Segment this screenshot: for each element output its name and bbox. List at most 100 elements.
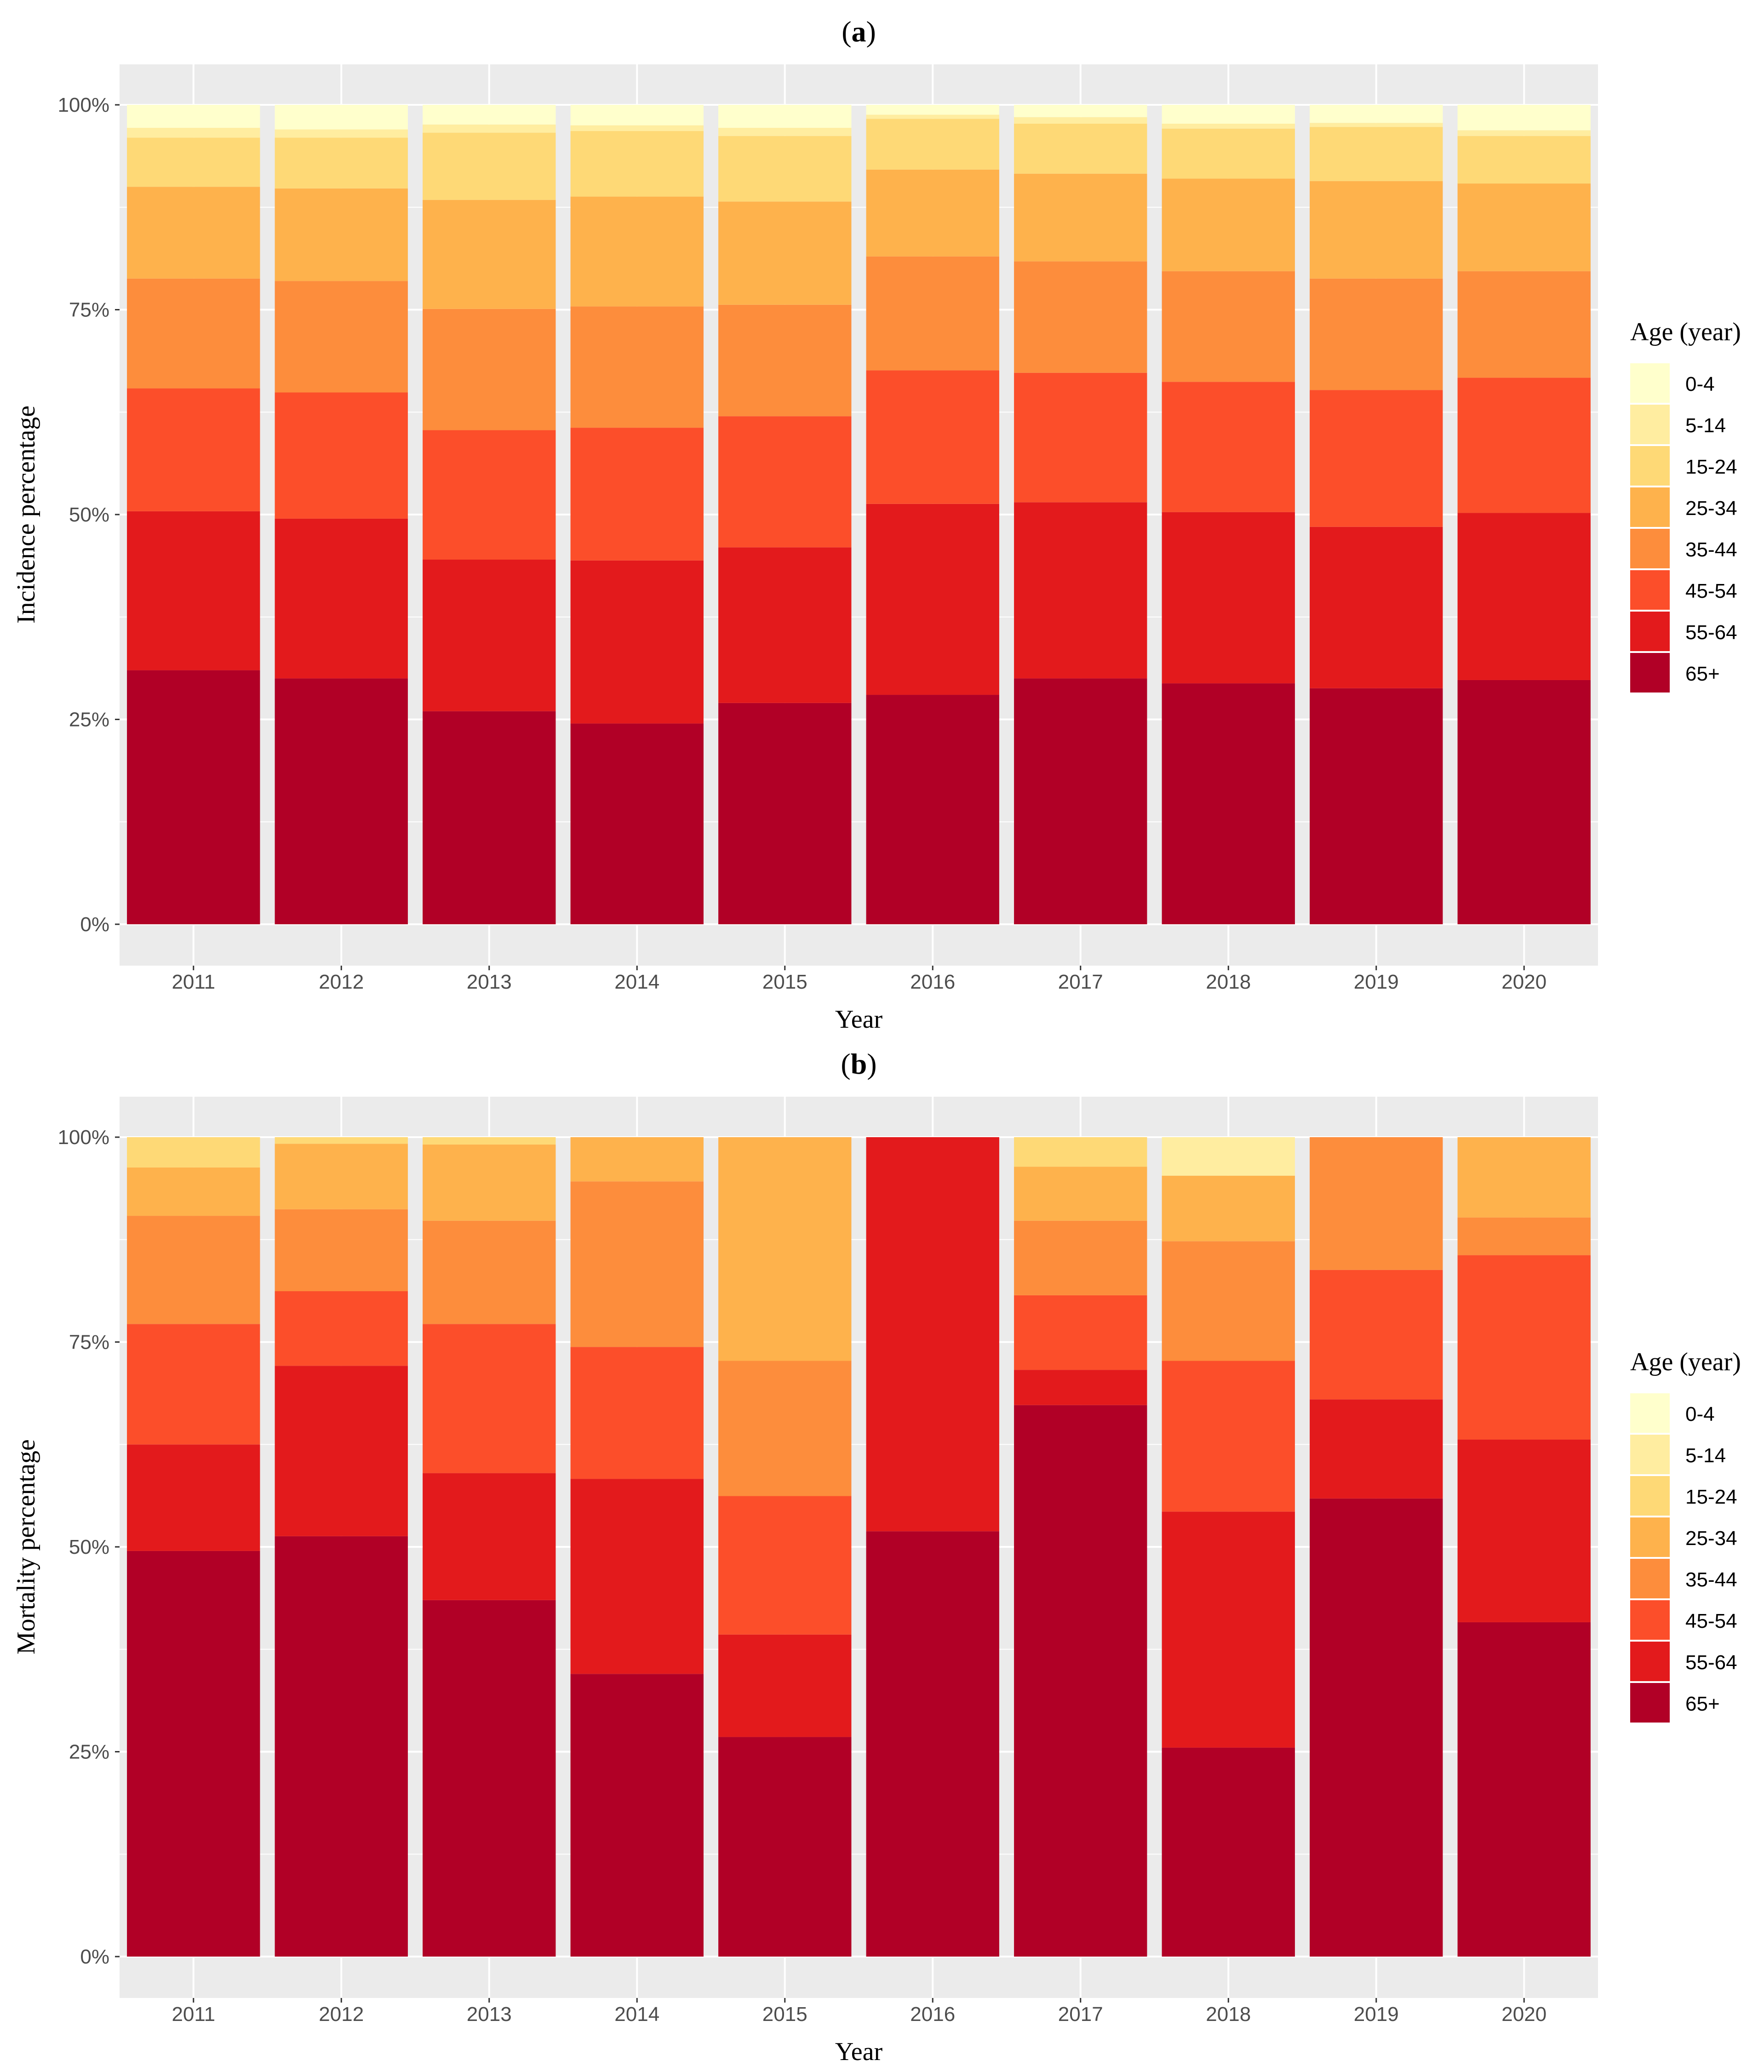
bar-segment	[570, 1674, 704, 1957]
bar-segment	[718, 1634, 852, 1737]
bar-segment	[1457, 1622, 1591, 1957]
bar-segment	[127, 137, 260, 187]
bar-segment	[127, 105, 260, 128]
bar-segment	[866, 695, 999, 924]
legend-key	[1630, 446, 1670, 486]
legend-key	[1630, 529, 1670, 568]
y-tick-label: 50%	[69, 504, 109, 526]
bar-segment	[866, 370, 999, 504]
bar-segment	[570, 723, 704, 924]
bar-segment	[1162, 1241, 1295, 1361]
bar-segment	[570, 1137, 704, 1182]
panel-a: (a) 0% 25% 50% 75% 100% 2011 2012 2013 2014 2015 20…	[12, 15, 1741, 1034]
bar-segment	[1162, 683, 1295, 924]
bar-segment	[1310, 1137, 1443, 1270]
bar-segment	[1014, 1295, 1147, 1370]
bar-segment	[275, 392, 408, 519]
bar-segment	[1014, 173, 1147, 262]
bar-segment	[423, 1220, 556, 1324]
bar-segment	[1162, 178, 1295, 271]
bar-segment	[423, 1600, 556, 1957]
x-tick-label: 2016	[910, 2003, 955, 2026]
bar-segment	[275, 1291, 408, 1366]
bar-segment	[1162, 1361, 1295, 1512]
bar-segment	[866, 256, 999, 371]
bar-segment	[718, 304, 852, 417]
bar-segment	[423, 200, 556, 309]
bar-segment	[1162, 271, 1295, 382]
panel-label: (b)	[841, 1047, 876, 1080]
legend-key	[1630, 1393, 1670, 1433]
bar-segment	[1310, 127, 1443, 181]
bar-segment	[423, 309, 556, 430]
legend-label: 35-44	[1685, 538, 1737, 561]
bar-segment	[423, 560, 556, 711]
bar-segment	[1162, 382, 1295, 512]
legend-key	[1630, 653, 1670, 693]
x-tick-label: 2014	[614, 2003, 659, 2026]
bar-segment	[275, 1366, 408, 1536]
x-tick-label: 2015	[762, 971, 808, 993]
bar-segment	[1310, 105, 1443, 123]
y-tick-label: 0%	[80, 1946, 109, 1968]
legend-label: 45-54	[1685, 1610, 1737, 1632]
bar-segment	[1457, 271, 1591, 378]
x-tick-label: 2017	[1058, 971, 1103, 993]
x-tick-label: 2020	[1501, 971, 1546, 993]
y-tick-label: 75%	[69, 1331, 109, 1354]
x-axis-title: Year	[835, 2038, 883, 2066]
bar-segment	[423, 1473, 556, 1600]
bar-segment	[1014, 1137, 1147, 1167]
bar-segment	[1014, 678, 1147, 924]
legend-key	[1630, 487, 1670, 527]
x-tick-label: 2016	[910, 971, 955, 993]
x-tick-label: 2011	[172, 971, 215, 993]
panel-letter: a	[852, 15, 866, 48]
bar-segment	[718, 136, 852, 202]
bar-segment	[1457, 1137, 1591, 1218]
bar-segment	[718, 105, 852, 128]
bar-segment	[718, 703, 852, 924]
bar-segment	[127, 278, 260, 389]
bar-segment	[275, 188, 408, 281]
legend-key	[1630, 405, 1670, 444]
x-tick-label: 2014	[614, 971, 659, 993]
x-tick-label: 2020	[1501, 2003, 1546, 2026]
bar-segment	[423, 105, 556, 125]
legend-label: 55-64	[1685, 1651, 1737, 1674]
bar-segment	[1162, 1137, 1295, 1176]
bar-segment	[423, 1324, 556, 1473]
x-tick-label: 2018	[1206, 971, 1251, 993]
bar-segment	[127, 187, 260, 279]
bar-segment	[1162, 512, 1295, 684]
bar-segment	[275, 678, 408, 924]
bar-segment	[1014, 105, 1147, 117]
bar-segment	[1310, 123, 1443, 127]
bar-segment	[127, 1444, 260, 1551]
bar-segment	[570, 1347, 704, 1479]
bar-segment	[570, 196, 704, 307]
bar-segment	[1014, 1370, 1147, 1405]
legend-label: 45-54	[1685, 580, 1737, 602]
bar-segment	[127, 511, 260, 670]
y-tick-label: 25%	[69, 709, 109, 731]
bar-segment	[1310, 278, 1443, 390]
bar-segment	[1014, 1220, 1147, 1295]
bar-segment	[1162, 105, 1295, 124]
bar-segment	[127, 1137, 260, 1168]
bar-segment	[275, 1209, 408, 1292]
y-tick-label: 100%	[57, 1126, 109, 1149]
bar-segment	[1162, 123, 1295, 129]
x-tick-label: 2012	[319, 2003, 364, 2026]
y-tick-label: 100%	[57, 94, 109, 116]
bar-segment	[1457, 130, 1591, 136]
bar-segment	[866, 114, 999, 119]
bar-segment	[1310, 1399, 1443, 1499]
bar-segment	[570, 306, 704, 428]
bar-segment	[1014, 1167, 1147, 1221]
legend-key	[1630, 1517, 1670, 1557]
bar-segment	[570, 560, 704, 724]
bar-segment	[1310, 1270, 1443, 1400]
bar-segment	[127, 1216, 260, 1324]
legend-label: 35-44	[1685, 1568, 1737, 1591]
